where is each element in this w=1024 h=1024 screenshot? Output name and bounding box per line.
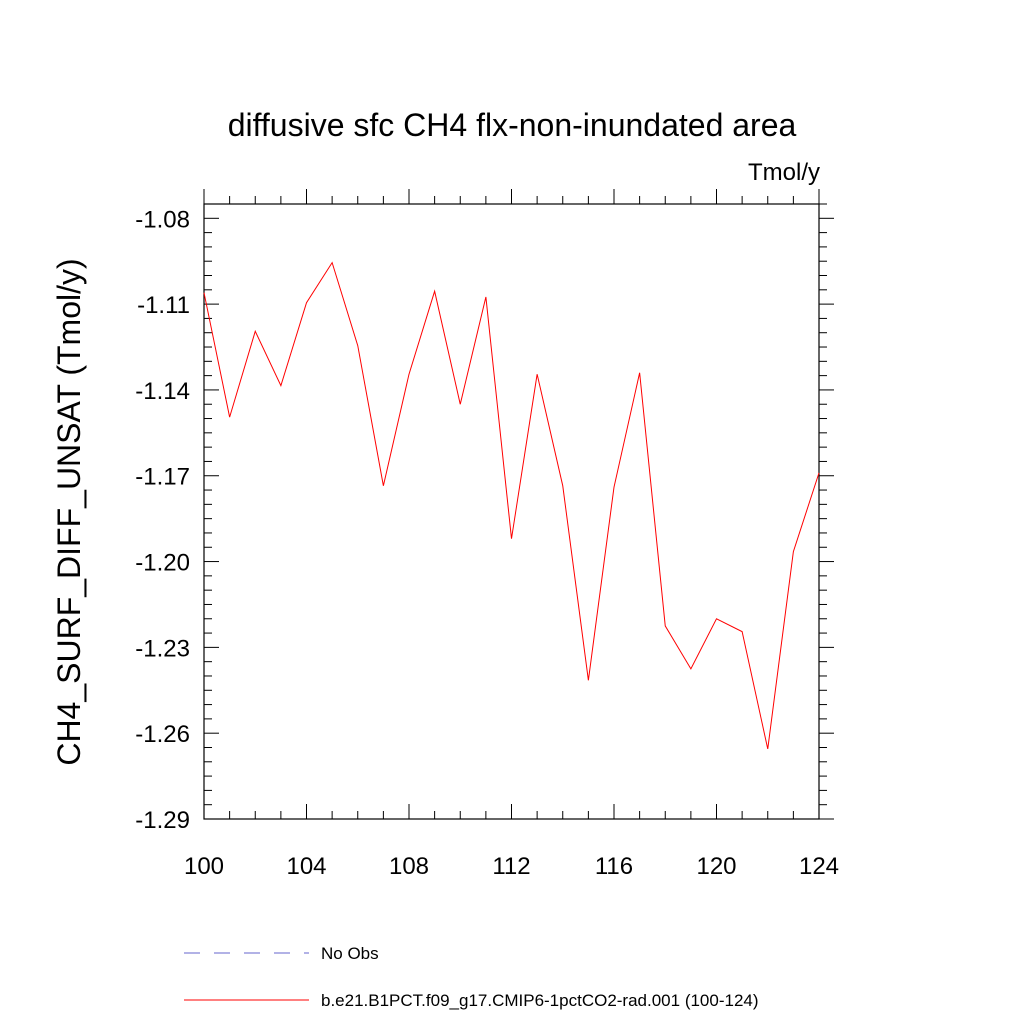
- x-tick-label: 108: [389, 853, 429, 880]
- legend-label-no-obs: No Obs: [321, 944, 379, 963]
- x-tick-label: 120: [696, 853, 736, 880]
- x-tick-label: 124: [799, 853, 839, 880]
- x-tick-label: 100: [184, 853, 224, 880]
- units-label: Tmol/y: [748, 159, 820, 186]
- y-tick-label: -1.20: [135, 550, 190, 577]
- y-tick-label: -1.08: [135, 206, 190, 233]
- y-tick-label: -1.23: [135, 635, 190, 662]
- chart-title: diffusive sfc CH4 flx-non-inundated area: [228, 107, 797, 143]
- series-group: [203, 261, 820, 750]
- legend: No Obs b.e21.B1PCT.f09_g17.CMIP6-1pctCO2…: [184, 944, 759, 1010]
- x-tick-label: 104: [286, 853, 326, 880]
- y-tick-label: -1.26: [135, 721, 190, 748]
- plot-frame: [203, 203, 820, 820]
- x-tick-label: 116: [595, 853, 633, 880]
- series-line: [203, 261, 820, 750]
- legend-label-model-run: b.e21.B1PCT.f09_g17.CMIP6-1pctCO2-rad.00…: [321, 991, 759, 1010]
- axis-tick-labels: 100 104 108 112 116 120 124 -1.29 -1.26 -1.23 -1.2…: [135, 206, 839, 880]
- y-axis-label: CH4_SURF_DIFF_UNSAT (Tmol/y): [51, 258, 87, 765]
- axis-ticks: [203, 189, 834, 820]
- y-tick-label: -1.11: [137, 292, 190, 319]
- y-tick-label: -1.29: [135, 807, 190, 834]
- x-tick-label: 112: [492, 853, 530, 880]
- y-tick-label: -1.14: [135, 378, 190, 405]
- y-tick-label: -1.17: [135, 464, 190, 491]
